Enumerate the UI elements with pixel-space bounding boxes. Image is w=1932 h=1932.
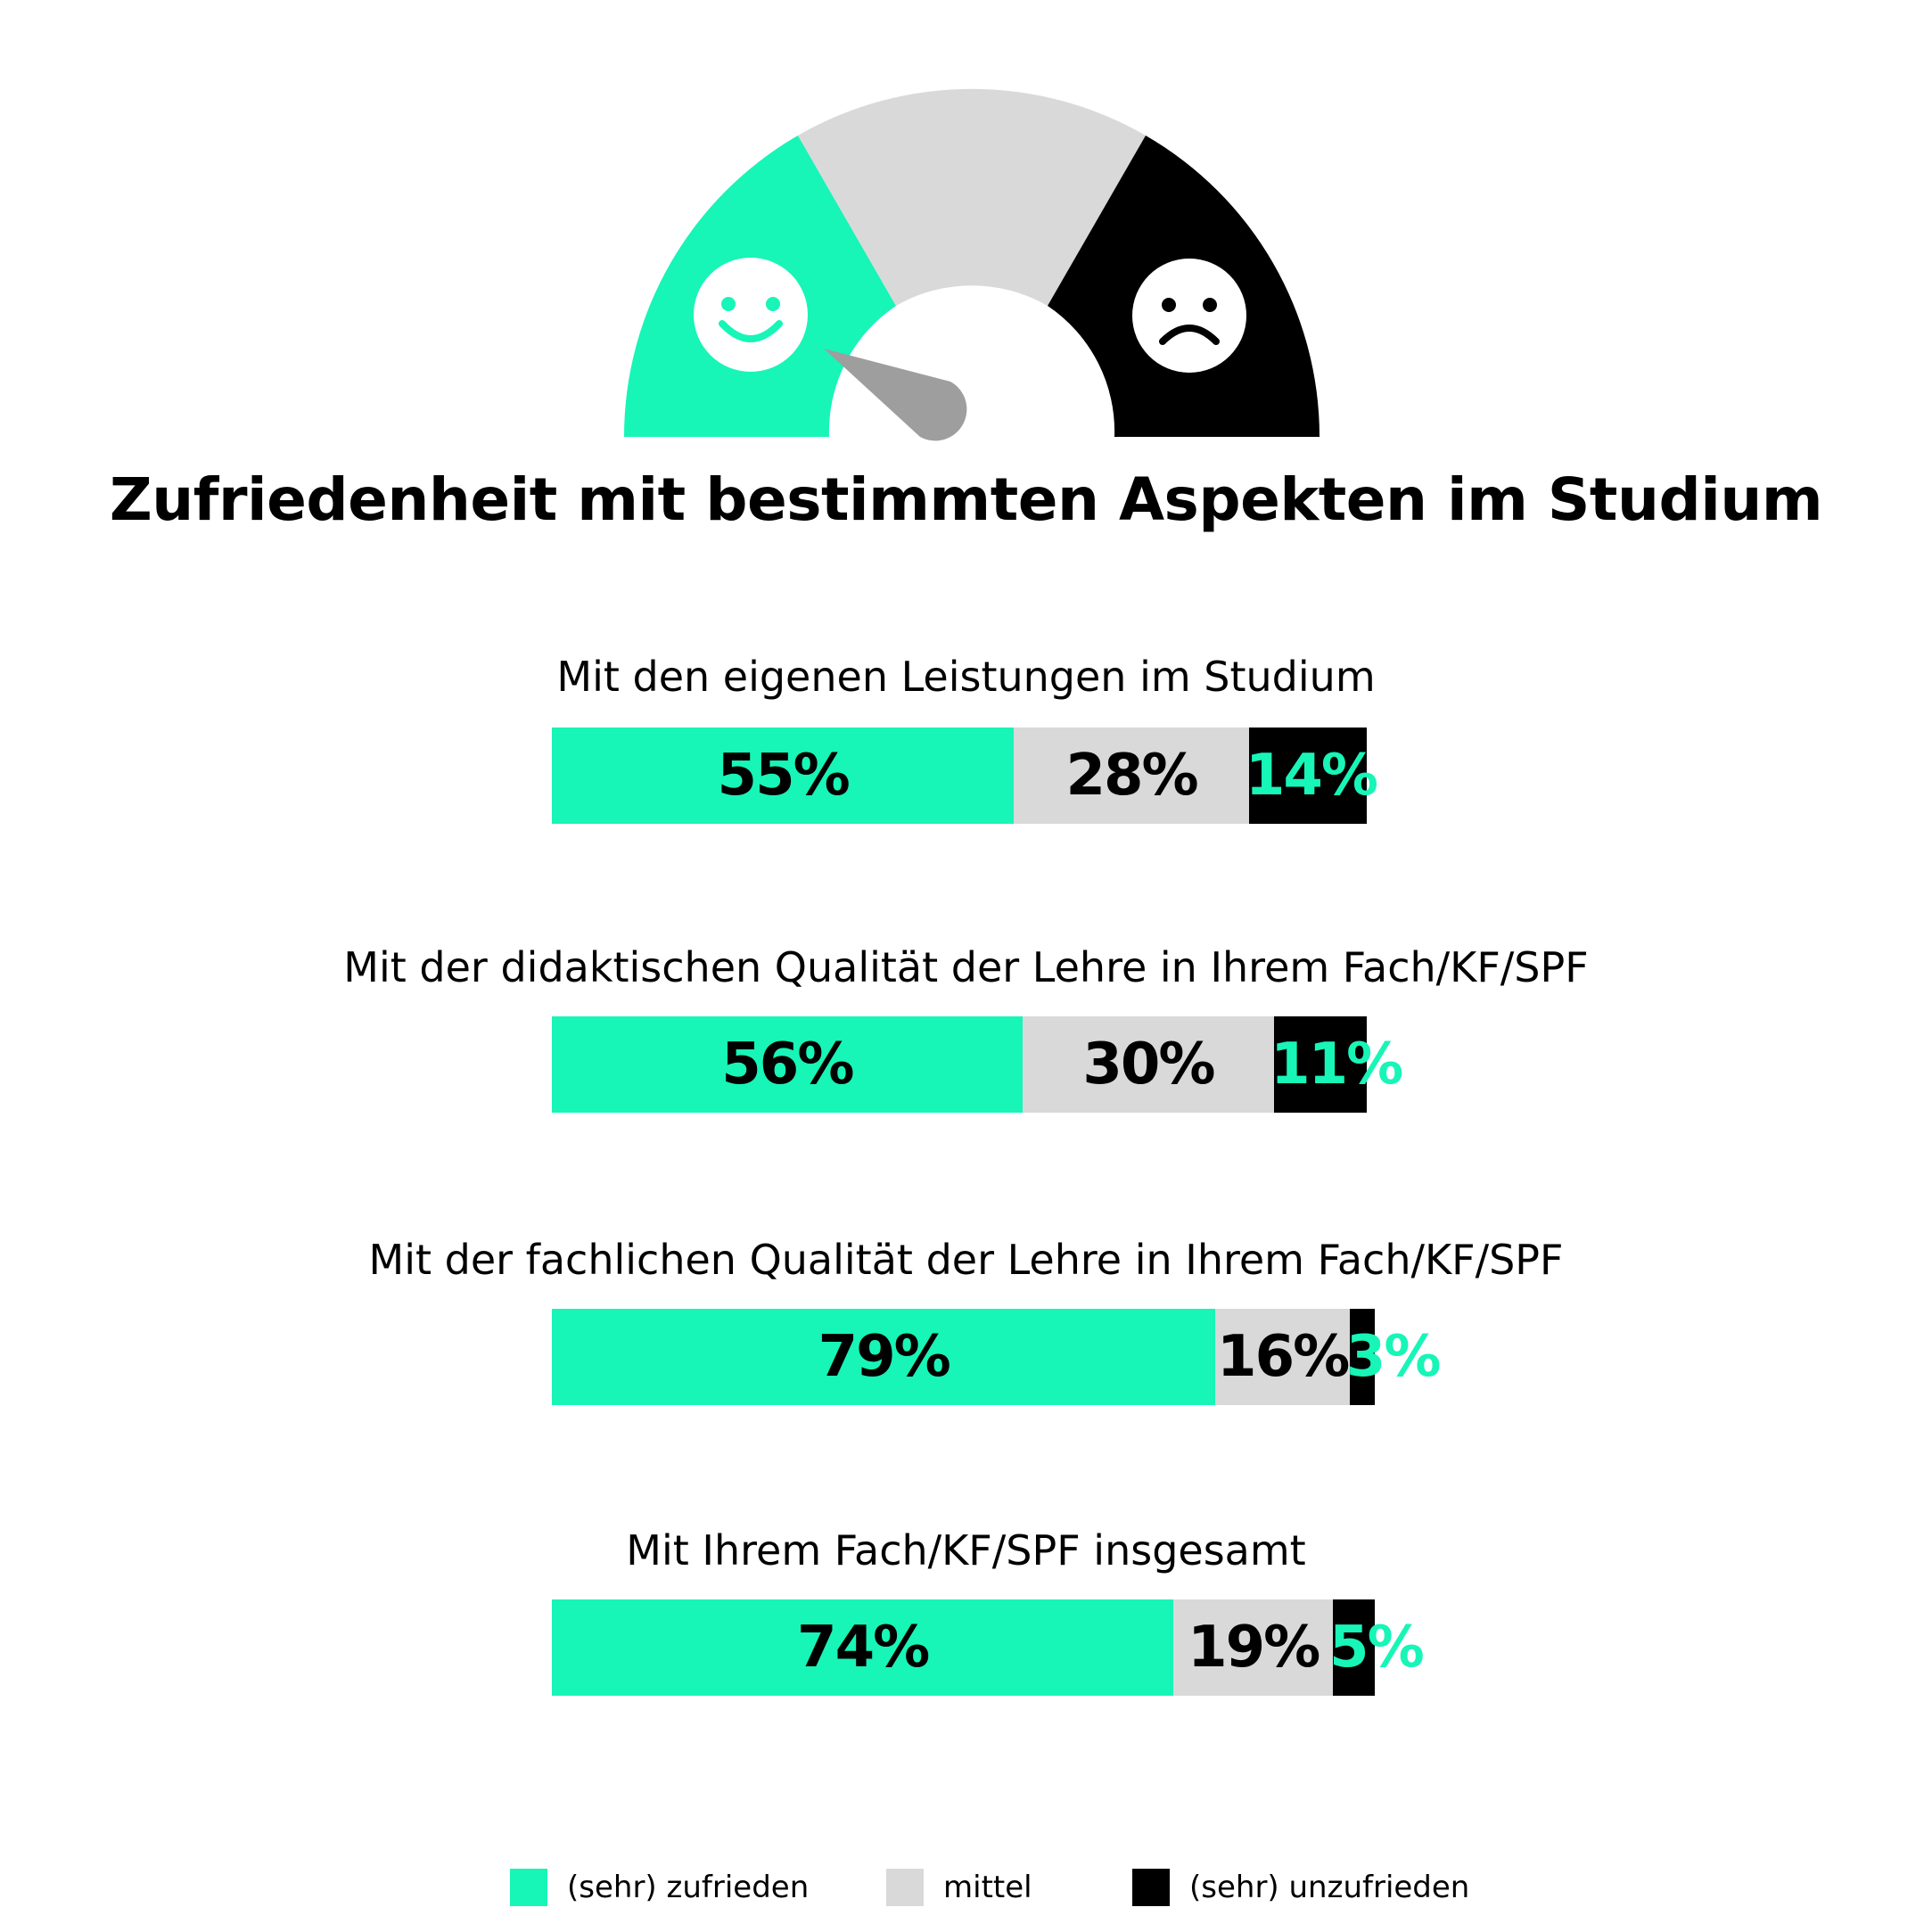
bar-segment-unsatisfied xyxy=(1333,1599,1376,1696)
legend-label-neutral: mittel xyxy=(943,1870,1032,1905)
bar-segment-unsatisfied xyxy=(1274,1016,1367,1113)
bar-segment-satisfied xyxy=(552,1599,1174,1696)
legend-label-satisfied: (sehr) zufrieden xyxy=(567,1870,810,1905)
legend-item-neutral: mittel xyxy=(886,1867,1032,1908)
data-label-unsatisfied: 5% xyxy=(1329,1615,1425,1681)
data-label-unsatisfied: 14% xyxy=(1245,743,1378,809)
bar-segment-unsatisfied xyxy=(1248,728,1367,824)
data-label-unsatisfied: 3% xyxy=(1345,1324,1442,1390)
category-label: Mit der fachlichen Qualität der Lehre in… xyxy=(368,1236,1564,1284)
data-label-neutral: 30% xyxy=(1082,1032,1215,1098)
chart-title: Zufriedenheit mit bestimmten Aspekten im… xyxy=(109,465,1823,534)
legend-item-satisfied: (sehr) zufrieden xyxy=(510,1867,809,1908)
bar-segment-satisfied xyxy=(552,728,1015,824)
data-label-satisfied: 74% xyxy=(797,1615,930,1681)
gauge-needle xyxy=(824,349,967,441)
category-label: Mit Ihrem Fach/KF/SPF insgesamt xyxy=(626,1526,1306,1574)
bar-segment-unsatisfied xyxy=(1349,1309,1376,1405)
gauge-neutral-segment xyxy=(798,88,1146,306)
data-label-satisfied: 56% xyxy=(721,1032,854,1098)
data-label-satisfied: 55% xyxy=(717,743,851,809)
data-label-neutral: 28% xyxy=(1065,743,1198,809)
frowny-face-icon xyxy=(1132,259,1246,373)
category-label: Mit den eigenen Leistungen im Studium xyxy=(556,653,1376,701)
legend-item-unsatisfied: (sehr) unzufrieden xyxy=(1132,1867,1469,1908)
legend-swatch-satisfied xyxy=(510,1869,547,1906)
bar-segment-neutral xyxy=(1022,1016,1275,1113)
data-label-unsatisfied: 11% xyxy=(1270,1032,1403,1098)
bar-segment-satisfied xyxy=(552,1309,1216,1405)
data-label-neutral: 16% xyxy=(1217,1324,1350,1390)
category-label: Mit der didaktischen Qualität der Lehre … xyxy=(343,943,1589,991)
legend-swatch-neutral xyxy=(886,1869,924,1906)
smiley-face-icon xyxy=(694,258,808,372)
legend-swatch-unsatisfied xyxy=(1132,1869,1170,1906)
bar-segment-satisfied xyxy=(552,1016,1023,1113)
data-label-satisfied: 79% xyxy=(818,1324,951,1390)
legend-label-unsatisfied: (sehr) unzufrieden xyxy=(1189,1870,1470,1905)
data-label-neutral: 19% xyxy=(1188,1615,1320,1681)
bar-segment-neutral xyxy=(1215,1309,1350,1405)
legend: (sehr) zufrieden mittel (sehr) unzufried… xyxy=(0,1867,1932,1908)
bar-segment-neutral xyxy=(1173,1599,1334,1696)
satisfaction-gauge xyxy=(623,88,1320,441)
bar-segment-neutral xyxy=(1014,728,1249,824)
